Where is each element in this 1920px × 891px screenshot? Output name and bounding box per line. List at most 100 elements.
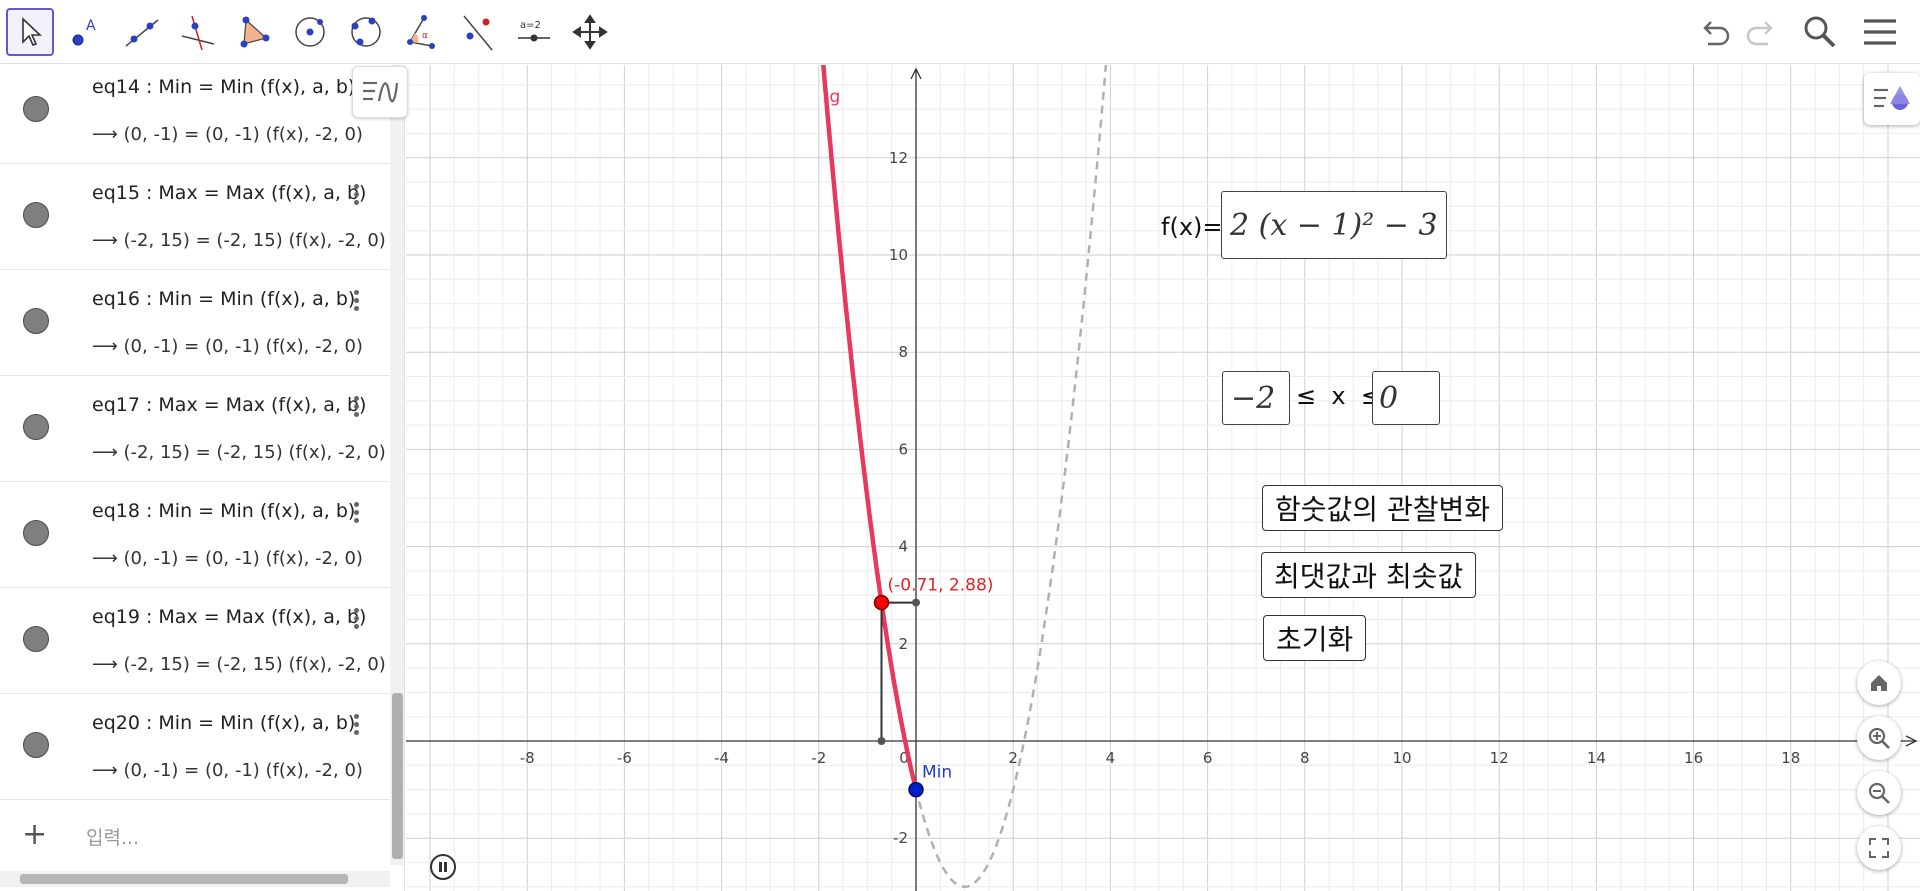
coordinate-plane[interactable]: -8 -6 -4 -2 0 2 4 6 8 10 12 14 16 18 12 10 8 6 4 2 -2 g (-0.71…	[406, 65, 1920, 891]
graphics-style-button[interactable]	[1864, 73, 1920, 125]
min-label: Min	[922, 763, 952, 783]
value-text: ⟶ (0, -1) = (0, -1) (f(x), -2, 0)	[92, 760, 363, 781]
add-icon[interactable]: +	[22, 817, 48, 852]
circle-tool-button[interactable]	[286, 8, 334, 56]
x-tick-label: -4	[714, 749, 729, 767]
line-tool-button[interactable]	[118, 8, 166, 56]
dashed-parabola	[905, 65, 1108, 889]
point-tool-button[interactable]: A	[62, 8, 110, 56]
x-tick-label: 18	[1781, 749, 1800, 767]
visibility-toggle[interactable]	[23, 414, 49, 440]
observe-change-button[interactable]: 함숫값의 관찰변화	[1262, 485, 1503, 531]
more-options-icon[interactable]	[354, 290, 360, 314]
algebra-row[interactable]: eq16 : Min = Min (f(x), a, b) ⟶ (0, -1) …	[0, 270, 390, 376]
value-text: ⟶ (0, -1) = (0, -1) (f(x), -2, 0)	[92, 124, 363, 145]
visibility-toggle[interactable]	[23, 520, 49, 546]
undo-button[interactable]	[1694, 12, 1734, 52]
redo-button[interactable]	[1742, 12, 1782, 52]
algebra-row[interactable]: eq15 : Max = Max (f(x), a, b) ⟶ (-2, 15)…	[0, 164, 390, 270]
fx-expression: 2 (x − 1)² − 3	[1230, 207, 1438, 243]
x-tick-label: 10	[1392, 749, 1411, 767]
point-coordinates-label: (-0.71, 2.88)	[887, 576, 993, 596]
visibility-toggle[interactable]	[23, 308, 49, 334]
move-graphics-tool-button[interactable]	[566, 8, 614, 56]
x-tick-label: -2	[811, 749, 826, 767]
slider-tool-button[interactable]: a=2	[510, 8, 558, 56]
scrollbar-thumb[interactable]	[20, 874, 348, 884]
more-options-icon[interactable]	[354, 608, 360, 632]
fullscreen-button[interactable]	[1857, 826, 1901, 870]
algebra-view: eq14 : Min = Min (f(x), a, b) ⟶ (0, -1) …	[0, 65, 405, 891]
min-point	[908, 781, 924, 798]
projection-foot-x	[877, 737, 886, 745]
scrollbar-thumb[interactable]	[392, 693, 403, 859]
angle-tool-button[interactable]: α	[398, 8, 446, 56]
vertical-scrollbar[interactable]	[390, 65, 404, 865]
max-min-button[interactable]: 최댓값과 최솟값	[1261, 552, 1477, 598]
y-tick-label: 6	[898, 440, 908, 458]
perpendicular-tool-button[interactable]	[174, 8, 222, 56]
polygon-icon	[240, 16, 270, 48]
more-options-icon[interactable]	[354, 396, 360, 420]
value-text: ⟶ (-2, 15) = (-2, 15) (f(x), -2, 0)	[92, 230, 386, 251]
polygon-tool-button[interactable]	[230, 8, 278, 56]
x-tick-label: 0	[899, 749, 909, 767]
x-axis-arrow	[1905, 735, 1918, 747]
y-tick-label: -2	[893, 829, 908, 847]
angle-icon: α	[407, 15, 435, 49]
algebra-input-row[interactable]: + 입력...	[0, 807, 390, 867]
reset-button[interactable]: 초기화	[1263, 615, 1367, 661]
graphics-style-icon	[1874, 86, 1910, 110]
graphics-view[interactable]: -8 -6 -4 -2 0 2 4 6 8 10 12 14 16 18 12 10 8 6 4 2 -2 g (-0.71…	[406, 65, 1920, 891]
projection-foot-y	[912, 598, 920, 607]
move-tool-button[interactable]	[6, 8, 54, 56]
fx-label: f(x)=	[1161, 213, 1223, 241]
zoom-out-button[interactable]	[1857, 771, 1901, 815]
algebra-row[interactable]: eq19 : Max = Max (f(x), a, b) ⟶ (-2, 15)…	[0, 588, 390, 694]
x-tick-label: 2	[1008, 749, 1018, 767]
line-icon	[125, 19, 159, 47]
upper-bound-input[interactable]: 0	[1372, 371, 1440, 425]
more-options-icon[interactable]	[354, 502, 360, 526]
horizontal-scrollbar[interactable]	[0, 871, 390, 887]
menu-button[interactable]	[1860, 12, 1900, 52]
algebra-row[interactable]: eq14 : Min = Min (f(x), a, b) ⟶ (0, -1) …	[0, 65, 390, 164]
lower-bound-value: −2	[1231, 380, 1276, 416]
definition-text: eq20 : Min = Min (f(x), a, b)	[92, 712, 356, 734]
algebra-style-button[interactable]	[352, 66, 408, 118]
y-tick-label: 8	[898, 343, 908, 361]
ellipse-tool-button[interactable]	[342, 8, 390, 56]
algebra-description-icon	[363, 81, 399, 103]
reflect-tool-button[interactable]	[454, 8, 502, 56]
visibility-toggle[interactable]	[23, 202, 49, 228]
pause-icon	[439, 862, 447, 872]
definition-text: eq19 : Max = Max (f(x), a, b)	[92, 606, 367, 628]
search-button[interactable]	[1800, 12, 1840, 52]
x-tick-label: -8	[520, 749, 535, 767]
menu-icon	[1864, 19, 1896, 45]
y-tick-label: 10	[889, 246, 908, 264]
visibility-toggle[interactable]	[23, 626, 49, 652]
reflect-line-icon	[463, 15, 493, 51]
definition-text: eq18 : Min = Min (f(x), a, b)	[92, 500, 356, 522]
algebra-row[interactable]: eq20 : Min = Min (f(x), a, b) ⟶ (0, -1) …	[0, 694, 390, 800]
pause-animation-button[interactable]	[430, 854, 456, 880]
fx-input[interactable]: 2 (x − 1)² − 3	[1221, 191, 1447, 259]
restricted-curve-g	[821, 65, 919, 791]
algebra-input[interactable]: 입력...	[86, 827, 140, 849]
search-icon	[1804, 16, 1836, 48]
more-options-icon[interactable]	[354, 714, 360, 738]
definition-text: eq17 : Max = Max (f(x), a, b)	[92, 394, 367, 416]
visibility-toggle[interactable]	[23, 96, 49, 122]
y-tick-label: 4	[898, 538, 908, 556]
definition-text: eq15 : Max = Max (f(x), a, b)	[92, 182, 367, 204]
lower-bound-input[interactable]: −2	[1222, 371, 1290, 425]
algebra-row[interactable]: eq17 : Max = Max (f(x), a, b) ⟶ (-2, 15)…	[0, 376, 390, 482]
visibility-toggle[interactable]	[23, 732, 49, 758]
home-button[interactable]	[1857, 661, 1901, 705]
more-options-icon[interactable]	[354, 184, 360, 208]
moving-point	[873, 594, 890, 611]
zoom-in-button[interactable]	[1857, 716, 1901, 760]
algebra-row[interactable]: eq18 : Min = Min (f(x), a, b) ⟶ (0, -1) …	[0, 482, 390, 588]
svg-text:α: α	[422, 31, 428, 41]
